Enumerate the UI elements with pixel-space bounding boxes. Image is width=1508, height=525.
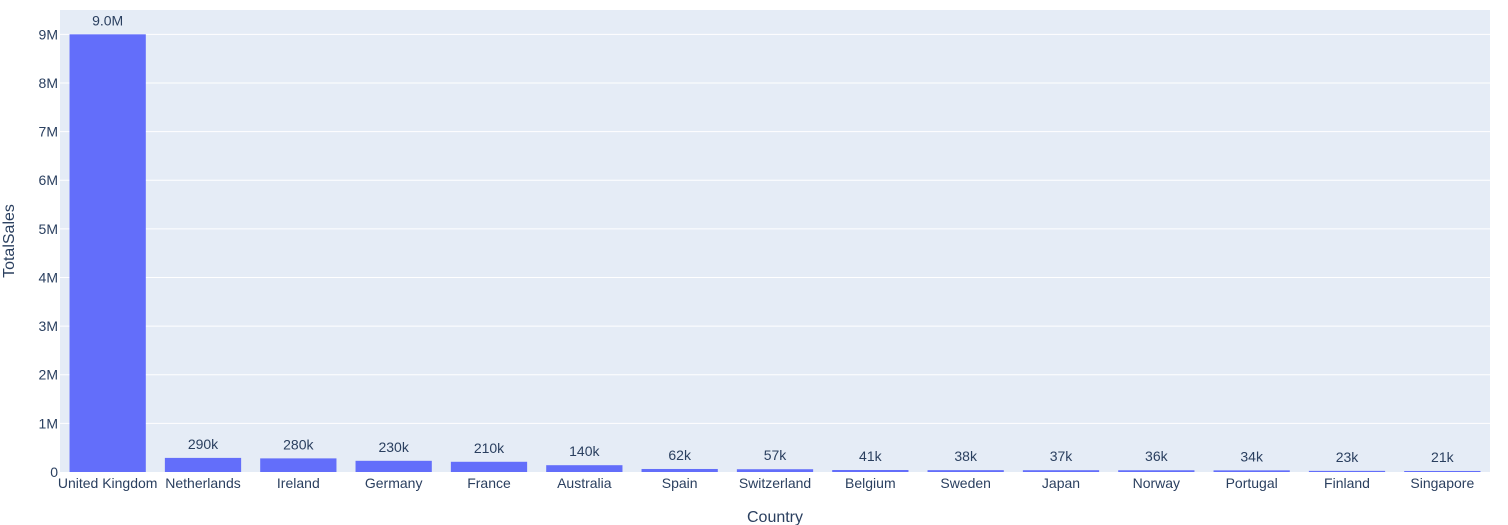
bar-value-label: 230k xyxy=(378,439,409,455)
x-axis-ticks: United Kingdom Netherlands Ireland Germany F… xyxy=(58,475,1475,491)
y-axis-ticks: 0 1M 2M 3M 4M 5M 6M 7M 8M 9M xyxy=(39,26,59,480)
bar[interactable] xyxy=(164,457,242,472)
x-tick-label: Singapore xyxy=(1410,475,1474,491)
bar-value-label: 23k xyxy=(1336,449,1360,465)
y-tick-label: 4M xyxy=(39,269,58,285)
x-tick-label: Spain xyxy=(662,475,698,491)
bars xyxy=(69,34,1481,472)
y-tick-label: 1M xyxy=(39,415,58,431)
bar[interactable] xyxy=(927,470,1004,472)
bar[interactable] xyxy=(832,470,909,472)
bar-value-label: 57k xyxy=(764,447,788,463)
gridlines xyxy=(60,33,1490,424)
bar-value-label: 280k xyxy=(283,436,314,452)
bar-value-label: 21k xyxy=(1431,449,1455,465)
bar[interactable] xyxy=(260,458,337,472)
bar[interactable] xyxy=(1118,470,1195,472)
bar[interactable] xyxy=(355,460,432,472)
x-tick-label: Switzerland xyxy=(739,475,811,491)
x-axis-title: Country xyxy=(747,509,803,525)
bar-value-label: 38k xyxy=(954,448,978,464)
bar[interactable] xyxy=(736,469,814,472)
x-tick-label: France xyxy=(467,475,511,491)
x-tick-label: United Kingdom xyxy=(58,475,158,491)
data-labels: 9.0M 290k 280k 230k 210k 140k 62k 57k 41k 38k 37k 3… xyxy=(92,12,1455,465)
y-tick-label: 5M xyxy=(39,221,58,237)
y-tick-label: 9M xyxy=(39,26,58,42)
x-tick-label: Sweden xyxy=(940,475,991,491)
y-tick-label: 8M xyxy=(39,75,58,91)
x-tick-label: Ireland xyxy=(277,475,320,491)
bar-value-label: 37k xyxy=(1050,448,1074,464)
bar-value-label: 41k xyxy=(859,448,883,464)
x-tick-label: Belgium xyxy=(845,475,896,491)
y-tick-label: 2M xyxy=(39,367,58,383)
y-tick-label: 7M xyxy=(39,124,58,140)
x-tick-label: Finland xyxy=(1324,475,1370,491)
x-tick-label: Japan xyxy=(1042,475,1080,491)
bar[interactable] xyxy=(450,461,528,472)
y-tick-label: 3M xyxy=(39,318,58,334)
bar[interactable] xyxy=(1022,470,1100,472)
x-tick-label: Norway xyxy=(1133,475,1180,491)
x-tick-label: Portugal xyxy=(1226,475,1278,491)
y-tick-label: 0 xyxy=(50,464,58,480)
bar[interactable] xyxy=(1308,470,1386,472)
bar[interactable] xyxy=(1213,470,1290,472)
bar-value-label: 140k xyxy=(569,443,600,459)
x-tick-label: Germany xyxy=(365,475,423,491)
bar-value-label: 36k xyxy=(1145,448,1169,464)
bar[interactable] xyxy=(1404,470,1481,472)
bar[interactable] xyxy=(546,465,623,472)
plot-background xyxy=(60,10,1490,472)
bar-value-label: 9.0M xyxy=(92,12,123,28)
bar-value-label: 290k xyxy=(188,436,219,452)
x-tick-label: Netherlands xyxy=(165,475,241,491)
x-tick-label: Australia xyxy=(557,475,612,491)
bar-value-label: 34k xyxy=(1240,448,1264,464)
bar[interactable] xyxy=(641,468,718,472)
y-axis-title: TotalSales xyxy=(1,204,18,278)
bar-value-label: 210k xyxy=(474,440,505,456)
bar-value-label: 62k xyxy=(668,447,692,463)
y-tick-label: 6M xyxy=(39,172,58,188)
bar[interactable] xyxy=(69,34,146,472)
